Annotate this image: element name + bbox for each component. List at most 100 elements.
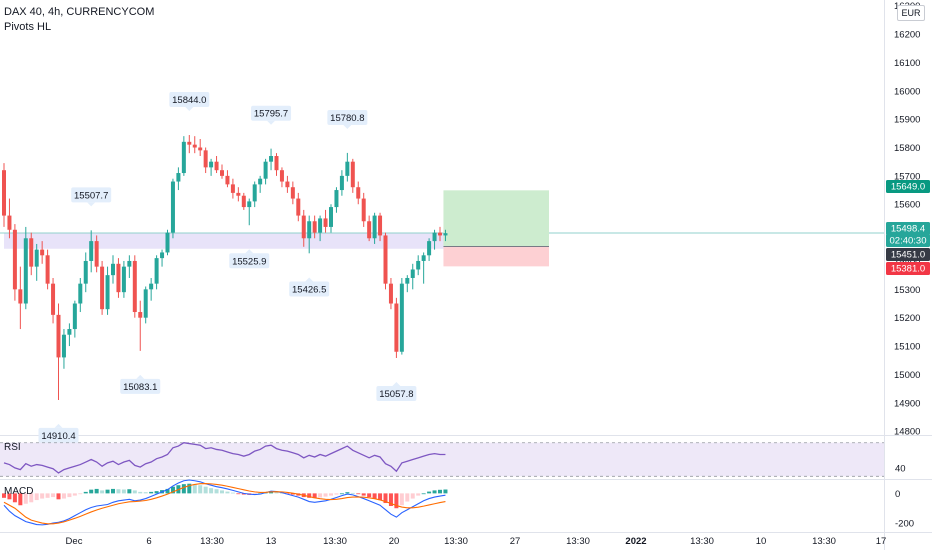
candle-body [181,141,186,174]
candle-body [203,150,208,168]
candle [432,229,437,250]
macd-histogram-bar [416,493,421,496]
candle [443,229,448,242]
candle-body [100,266,105,310]
macd-histogram-bar [225,491,230,494]
candle [323,209,328,233]
candle-body [170,181,175,233]
pivot-label-text: 15507.7 [74,190,108,201]
pivot-label-box [169,92,210,108]
macd-histogram-bar [170,486,175,494]
candle-body [105,275,110,310]
time-axis-tick: 17 [876,536,887,547]
pivot-label-pointer [136,374,145,379]
candle [290,181,295,205]
candle-body [40,249,45,256]
candle [269,148,274,171]
candle [143,286,148,324]
candle [307,215,312,254]
macd-histogram-bar [312,493,317,499]
macd-histogram-bar [121,489,126,494]
candle-body [18,289,23,304]
candle-body [361,198,366,222]
pivot-label: 15426.5 [289,277,330,297]
symbol-title[interactable]: DAX 40, 4h, CURRENCYCOM [4,6,155,18]
macd-histogram-bar [61,493,66,499]
macd-label: MACD [4,486,33,497]
candle-body [209,161,214,168]
candle-body [290,187,295,199]
candle [176,167,181,191]
macd-histogram-bar [236,493,241,495]
candle [230,178,235,199]
candle-body [127,260,132,267]
pivot-label: 15057.8 [376,382,417,402]
macd-histogram-bar [83,491,88,494]
candle [367,215,372,242]
macd-histogram-bar [383,493,388,504]
macd-histogram-bar [45,493,50,498]
price-axis-tick: 15100 [894,342,920,353]
candle-body [7,215,12,230]
pivot-label: 15844.0 [169,92,210,112]
macd-histogram-bar [410,493,415,499]
price-axis-label-target: 15649.0 [886,180,930,193]
candle-body [372,215,377,239]
candle [203,147,208,174]
candle [149,277,154,301]
macd-histogram-bar [367,493,372,498]
pivot-label-text: 15426.5 [292,284,326,295]
macd-histogram-bar [154,491,159,494]
pivot-label-pointer [305,277,314,282]
pivot-label-pointer [185,107,194,112]
macd-histogram-bar [111,488,115,494]
candle-body [2,170,6,216]
pivot-label: 15525.9 [229,249,270,269]
candle-body [89,241,94,261]
candle-body [165,232,170,253]
macd-histogram-bar [372,493,377,499]
macd-histogram-bar [192,484,197,494]
macd-histogram-bar [40,493,45,499]
candle-body [279,170,284,182]
candle-body [51,283,56,315]
candle [410,263,415,290]
candle [83,252,88,293]
candle [154,255,159,290]
macd-axis-tick: 0 [895,489,900,500]
candle [165,229,170,256]
macd-histogram-bar [290,493,295,495]
candle-body [285,181,290,188]
candle [220,164,224,179]
macd-histogram-bar [334,493,339,495]
time-axis-tick: 13:30 [566,536,590,547]
candle-body [263,161,268,179]
candle-body [29,238,34,267]
macd-histogram-bar [7,493,12,500]
macd-histogram-bar [94,488,99,494]
candle-body [247,201,252,208]
candle-body [154,258,159,284]
macd-histogram-bar [230,492,235,494]
candle [138,300,143,351]
candle-body [432,232,437,242]
indicator-name[interactable]: Pivots HL [4,21,52,33]
price-axis-label-stop: 15381.0 [886,262,930,275]
macd-histogram-bar [138,491,143,494]
candle-body [323,218,328,227]
currency-selector[interactable]: EUR [897,5,925,21]
macd-histogram-bar [67,493,72,498]
candle-body [301,215,306,239]
candle [247,198,252,226]
candle-body [214,161,219,171]
macd-histogram-bar [405,493,410,502]
rsi-label: RSI [4,442,21,453]
macd-histogram-bar [361,493,366,496]
pivot-label-box [38,427,79,443]
pivot-label-pointer [245,249,254,254]
macd-histogram-bar [241,493,246,495]
macd-histogram-bar [51,493,56,498]
candle [263,158,268,185]
